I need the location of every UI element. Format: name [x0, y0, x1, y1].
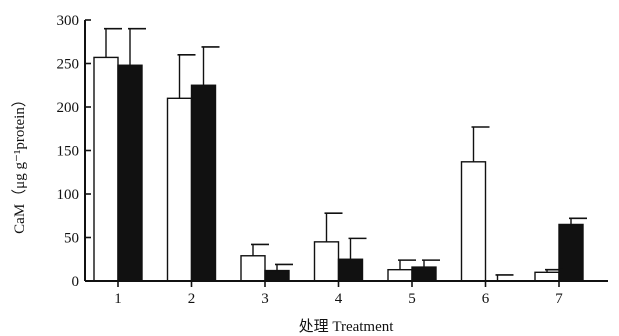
bar-series2-treatment-2 — [190, 84, 217, 282]
x-tick-label-3: 3 — [261, 291, 269, 307]
x-tick-label-1: 1 — [114, 291, 122, 307]
bar-series2-treatment-7 — [558, 223, 584, 282]
x-tick-label-7: 7 — [555, 291, 563, 307]
bar-series1-treatment-7 — [534, 271, 560, 282]
bar-series2-treatment-4 — [337, 258, 364, 282]
y-tick-label-300: 300 — [57, 13, 80, 29]
y-tick-label-250: 250 — [57, 57, 80, 73]
bar-series1-treatment-5 — [387, 268, 413, 282]
x-tick-label-5: 5 — [408, 291, 416, 307]
ticks-layer: 0 50 100 150 200 250 300 1 2 3 4 5 6 7 — [57, 13, 564, 307]
bar-series2-treatment-1 — [117, 64, 143, 282]
bar-series1-treatment-1 — [93, 56, 119, 282]
axes-layer — [84, 20, 608, 282]
bar-series2-treatment-3 — [264, 269, 290, 282]
error-bars-layer — [104, 27, 587, 281]
x-tick-label-6: 6 — [482, 291, 490, 307]
y-axis-title: CaM（μg g⁻¹protein） — [11, 92, 28, 234]
x-tick-label-2: 2 — [188, 291, 196, 307]
y-tick-label-100: 100 — [57, 187, 80, 203]
bar-series1-treatment-3 — [240, 255, 266, 282]
y-tick-label-200: 200 — [57, 100, 80, 116]
bar-series2-treatment-5 — [411, 266, 437, 282]
bar-series1-treatment-6 — [460, 161, 487, 282]
x-axis-title: 处理 Treatment — [299, 318, 395, 335]
bars-layer — [93, 56, 584, 282]
y-tick-label-150: 150 — [57, 144, 80, 160]
bar-series1-treatment-4 — [313, 241, 340, 282]
bar-series1-treatment-2 — [166, 97, 193, 282]
x-tick-label-4: 4 — [335, 291, 343, 307]
y-tick-label-0: 0 — [72, 274, 80, 290]
y-tick-label-50: 50 — [64, 231, 79, 247]
